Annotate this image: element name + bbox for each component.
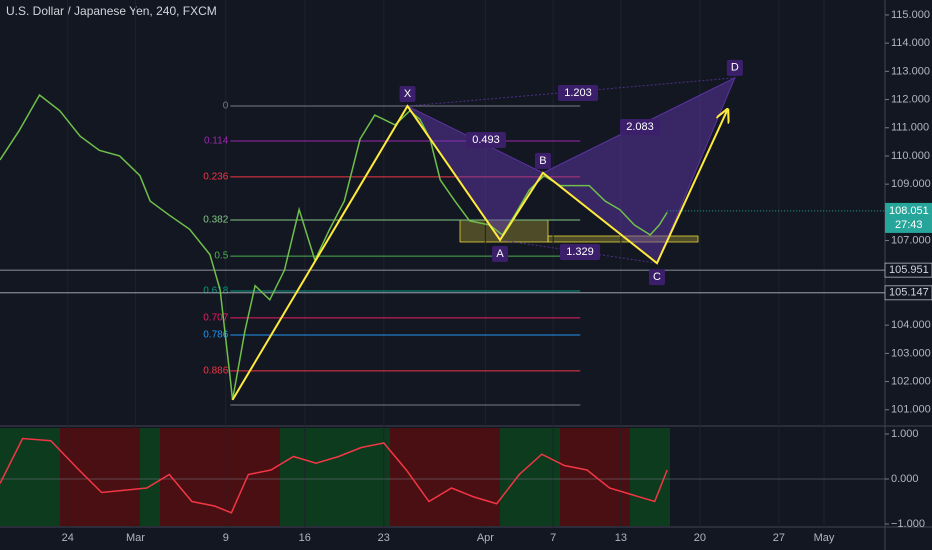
fib-label: 0.707: [203, 312, 228, 323]
countdown-label: 27:43: [895, 219, 923, 231]
ratio-box: [620, 119, 660, 135]
pattern-point-label: A: [496, 248, 504, 260]
last-price-label: 108.051: [889, 205, 929, 217]
fib-label: 0.886: [203, 365, 228, 376]
pattern-leg: [499, 239, 658, 264]
y-tick-label: 112.000: [891, 93, 930, 105]
ratio-box: [560, 244, 600, 260]
x-tick-label: May: [814, 532, 835, 544]
fib-label: 0.786: [203, 330, 228, 341]
y-tick-label: 109.000: [891, 178, 931, 190]
x-tick-label: 24: [62, 532, 74, 544]
y-tick-label: 107.000: [891, 234, 931, 246]
x-tick-label: 7: [550, 532, 556, 544]
y-tick-label: 114.000: [891, 37, 930, 49]
fib-label: 0: [223, 101, 229, 112]
fib-label: 0.236: [203, 171, 228, 182]
ratio-box: [466, 132, 506, 148]
x-tick-label: Mar: [126, 532, 145, 544]
price-level-label: 105.147: [889, 287, 929, 299]
ratio-box: [558, 85, 598, 101]
x-tick-label: 13: [615, 532, 627, 544]
chart-title: U.S. Dollar / Japanese Yen, 240, FXCM: [6, 4, 217, 18]
pattern-point-box: [399, 86, 416, 103]
x-tick-label: Apr: [477, 532, 494, 544]
fib-label: 0.618: [203, 286, 228, 297]
y-tick-label: 110.000: [891, 150, 930, 162]
price-line: [0, 93, 668, 401]
pattern-point-box: [648, 269, 665, 286]
y-tick-label: 103.000: [891, 347, 931, 359]
ratio-label: 2.083: [626, 121, 654, 133]
y-tick-label: 111.000: [891, 122, 929, 134]
fib-label: 0.5: [214, 251, 228, 262]
y-tick-label: 101.000: [891, 404, 931, 416]
pattern-point-box: [726, 59, 743, 76]
x-tick-label: 9: [223, 532, 229, 544]
pattern-point-label: X: [404, 88, 412, 100]
last-price-tag: [885, 202, 932, 233]
x-tick-label: 16: [299, 532, 311, 544]
pattern-point-box: [534, 152, 551, 169]
price-level-tag: [884, 285, 932, 301]
y-tick-label: 113.000: [891, 65, 930, 77]
y-tick-label: 115.000: [891, 9, 930, 21]
fib-label: 0.382: [203, 215, 228, 226]
x-tick-label: 20: [694, 532, 706, 544]
ratio-label: 1.329: [566, 246, 594, 258]
y-tick-label: 104.000: [891, 319, 931, 331]
fib-label: 0.114: [204, 136, 229, 147]
y-tick-label: 0.000: [891, 473, 919, 485]
x-tick-label: 27: [773, 532, 785, 544]
price-level-label: 105.951: [889, 264, 929, 276]
ratio-label: 0.493: [472, 134, 500, 146]
projection-path: [231, 104, 727, 401]
pattern-point-label: B: [539, 155, 546, 167]
pattern-point-label: C: [653, 271, 661, 283]
y-tick-label: 102.000: [891, 375, 931, 387]
pattern-point-box: [492, 245, 509, 262]
oscillator-background: [0, 428, 670, 526]
y-tick-label: −1.000: [891, 518, 925, 530]
x-tick-label: 23: [378, 532, 390, 544]
price-line: [0, 437, 668, 514]
price-level-tag: [884, 262, 932, 278]
y-tick-label: 1.000: [891, 428, 919, 440]
ratio-label: 1.203: [564, 87, 592, 99]
pattern-point-label: D: [731, 62, 739, 74]
